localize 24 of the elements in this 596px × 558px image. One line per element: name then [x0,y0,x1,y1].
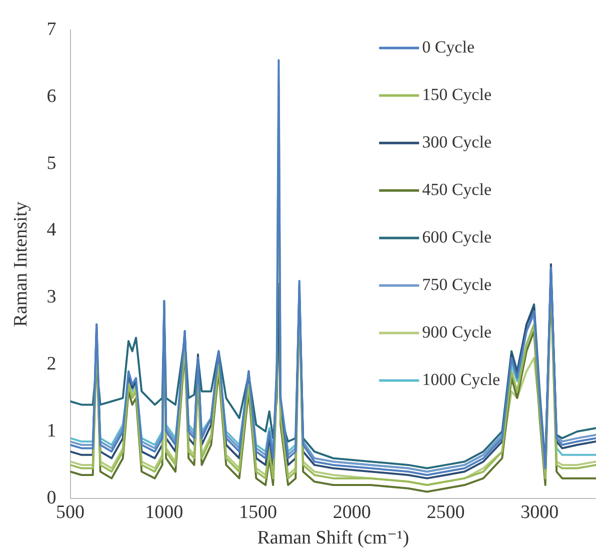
legend-label: 150 Cycle [422,84,492,104]
y-tick-label: 0 [46,487,56,508]
y-tick-label: 1 [46,420,56,442]
y-axis-title: Raman Intensity [10,201,32,327]
x-tick-label: 2500 [426,502,465,523]
y-tick-label: 2 [46,354,56,375]
x-axis-title: Raman Shift (cm⁻¹) [257,528,410,549]
y-tick-label: 5 [46,152,56,174]
y-tick-label: 4 [46,220,57,241]
y-tick-label: 6 [46,86,56,107]
legend-label: 900 Cycle [422,322,492,342]
x-tick-label: 3000 [520,502,559,523]
x-tick-label: 2000 [332,502,371,523]
legend-label: 1000 Cycle [422,370,500,389]
x-tick-label: 1000 [145,502,184,523]
y-tick-label: 7 [46,18,56,40]
legend-label: 450 Cycle [422,180,492,199]
legend-label: 0 Cycle [422,37,475,56]
y-tick-label: 3 [46,286,56,308]
legend-label: 600 Cycle [422,227,492,246]
legend-label: 300 Cycle [422,132,492,152]
legend-label: 750 Cycle [422,274,492,294]
x-tick-label: 500 [56,502,85,523]
x-tick-label: 1500 [239,502,278,523]
